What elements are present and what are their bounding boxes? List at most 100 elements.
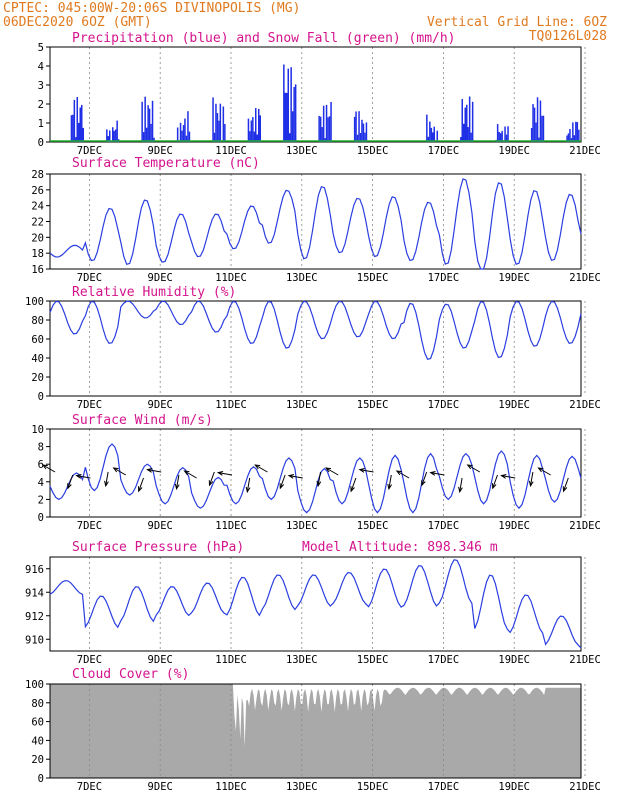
precip-bar bbox=[109, 130, 111, 142]
wind-arrow bbox=[176, 474, 180, 489]
wind-ytick-label: 4 bbox=[38, 477, 44, 489]
precip-bar bbox=[430, 127, 433, 142]
precip-bar bbox=[532, 104, 534, 142]
precip-bar bbox=[290, 67, 292, 142]
cloud-xtick-label: 15DEC bbox=[357, 781, 389, 793]
precip-bar bbox=[72, 114, 74, 142]
precip-bar bbox=[75, 137, 77, 142]
rh-xtick-label: 9DEC bbox=[148, 399, 173, 411]
precip-xtick-label: 13DEC bbox=[286, 145, 318, 157]
precip-bar bbox=[107, 136, 109, 142]
wind-arrow-head bbox=[216, 471, 224, 476]
precip-bar bbox=[219, 103, 222, 142]
precip-bar bbox=[567, 133, 570, 142]
cloud-xtick-label: 17DEC bbox=[428, 781, 460, 793]
pres-title: Surface Pressure (hPa) bbox=[72, 540, 244, 555]
precip-bar bbox=[150, 123, 152, 142]
wind-arrow bbox=[421, 471, 428, 486]
precip-bar bbox=[147, 105, 149, 142]
precip-bar bbox=[286, 92, 288, 142]
wind-arrow-head bbox=[75, 474, 82, 479]
temp-ytick-label: 20 bbox=[31, 232, 44, 244]
precip-xtick-label: 9DEC bbox=[148, 145, 173, 157]
cloud-ytick-label: 40 bbox=[31, 735, 44, 747]
wind-arrow-head bbox=[146, 468, 153, 473]
wind-arrow bbox=[67, 474, 74, 489]
rh-xtick-label: 17DEC bbox=[428, 399, 460, 411]
precip-ytick-label: 4 bbox=[38, 61, 44, 73]
pres-ytick-label: 914 bbox=[25, 587, 44, 599]
precip-bar bbox=[187, 111, 189, 142]
wind-arrow-head bbox=[395, 470, 402, 476]
precip-bar bbox=[356, 134, 359, 142]
precip-bar bbox=[113, 130, 115, 142]
rh-ytick-label: 100 bbox=[25, 296, 44, 308]
precip-bar bbox=[330, 102, 332, 142]
cloud-ytick-label: 20 bbox=[31, 754, 44, 766]
precip-bar bbox=[253, 131, 256, 142]
precip-xtick-label: 15DEC bbox=[357, 145, 389, 157]
precip-bar bbox=[566, 135, 568, 142]
wind-arrow-head bbox=[387, 483, 393, 491]
precip-panel: 7DEC 9DEC 11DEC 13DEC 15DEC 17DEC 19DEC 21DEC 0 1… bbox=[38, 42, 601, 157]
temp-ytick-label: 18 bbox=[31, 248, 44, 260]
cloud-xtick-label: 11DEC bbox=[215, 781, 247, 793]
precip-bar bbox=[533, 107, 536, 142]
precip-bar bbox=[73, 99, 76, 142]
wind-arrow bbox=[218, 472, 233, 476]
precip-ytick-label: 2 bbox=[38, 99, 44, 111]
pres-ytick-label: 916 bbox=[25, 564, 44, 576]
rh-xtick-label: 13DEC bbox=[286, 399, 318, 411]
cloud-xtick-label: 19DEC bbox=[498, 781, 530, 793]
cloud-xtick-label: 21DEC bbox=[569, 781, 601, 793]
wind-arrow-head bbox=[316, 480, 322, 488]
temp-xtick-label: 7DEC bbox=[77, 272, 102, 284]
precip-bar bbox=[319, 116, 322, 142]
precip-bar bbox=[184, 118, 186, 142]
precip-bar bbox=[284, 92, 286, 142]
rh-ytick-label: 80 bbox=[31, 315, 44, 327]
rh-xtick-label: 7DEC bbox=[77, 399, 102, 411]
precip-bar bbox=[213, 132, 216, 142]
precip-bar bbox=[258, 108, 260, 142]
precip-bar bbox=[471, 101, 474, 142]
precip-ytick-label: 0 bbox=[38, 137, 44, 149]
precip-bar bbox=[542, 115, 545, 142]
wind-arrow-head bbox=[324, 467, 332, 473]
precip-bar bbox=[358, 111, 360, 142]
wind-arrow bbox=[184, 470, 197, 479]
rh-xtick-label: 21DEC bbox=[569, 399, 601, 411]
wind-arrow-head bbox=[458, 486, 463, 494]
precip-ytick-label: 5 bbox=[38, 42, 44, 54]
precip-bar bbox=[504, 126, 506, 142]
rh-ytick-label: 0 bbox=[38, 391, 44, 403]
precip-bar bbox=[365, 122, 368, 142]
temp-ytick-label: 26 bbox=[31, 185, 44, 197]
precip-bar bbox=[247, 118, 250, 142]
precip-bar bbox=[116, 120, 118, 142]
precip-bar bbox=[499, 133, 502, 142]
precip-bar bbox=[355, 111, 357, 142]
wind-ytick-label: 8 bbox=[38, 442, 44, 454]
panels: 7DEC 9DEC 11DEC 13DEC 15DEC 17DEC 19DEC 21DEC 0 1… bbox=[25, 42, 601, 793]
wind-xtick-label: 7DEC bbox=[77, 520, 102, 532]
pres-panel: 7DEC 9DEC 11DEC 13DEC 15DEC 17DEC 19DEC 21DEC 91… bbox=[25, 556, 601, 666]
precip-bar bbox=[82, 127, 84, 142]
pres-xtick-label: 19DEC bbox=[498, 654, 530, 666]
wind-arrow bbox=[492, 474, 498, 489]
precip-bar bbox=[81, 104, 83, 142]
precip-bar bbox=[322, 105, 325, 142]
precip-bar bbox=[250, 120, 253, 142]
precip-bar bbox=[181, 130, 183, 142]
wind-arrow bbox=[501, 475, 516, 479]
temp-xtick-label: 11DEC bbox=[215, 272, 247, 284]
temp-xtick-label: 15DEC bbox=[357, 272, 389, 284]
wind-arrow bbox=[467, 464, 481, 473]
rh-xtick-label: 19DEC bbox=[498, 399, 530, 411]
wind-xtick-label: 11DEC bbox=[215, 520, 247, 532]
wind-arrow bbox=[76, 475, 91, 479]
wind-xtick-label: 21DEC bbox=[569, 520, 601, 532]
temp-ytick-label: 22 bbox=[31, 217, 44, 229]
wind-arrow bbox=[113, 467, 127, 476]
wind-arrow bbox=[288, 475, 303, 479]
